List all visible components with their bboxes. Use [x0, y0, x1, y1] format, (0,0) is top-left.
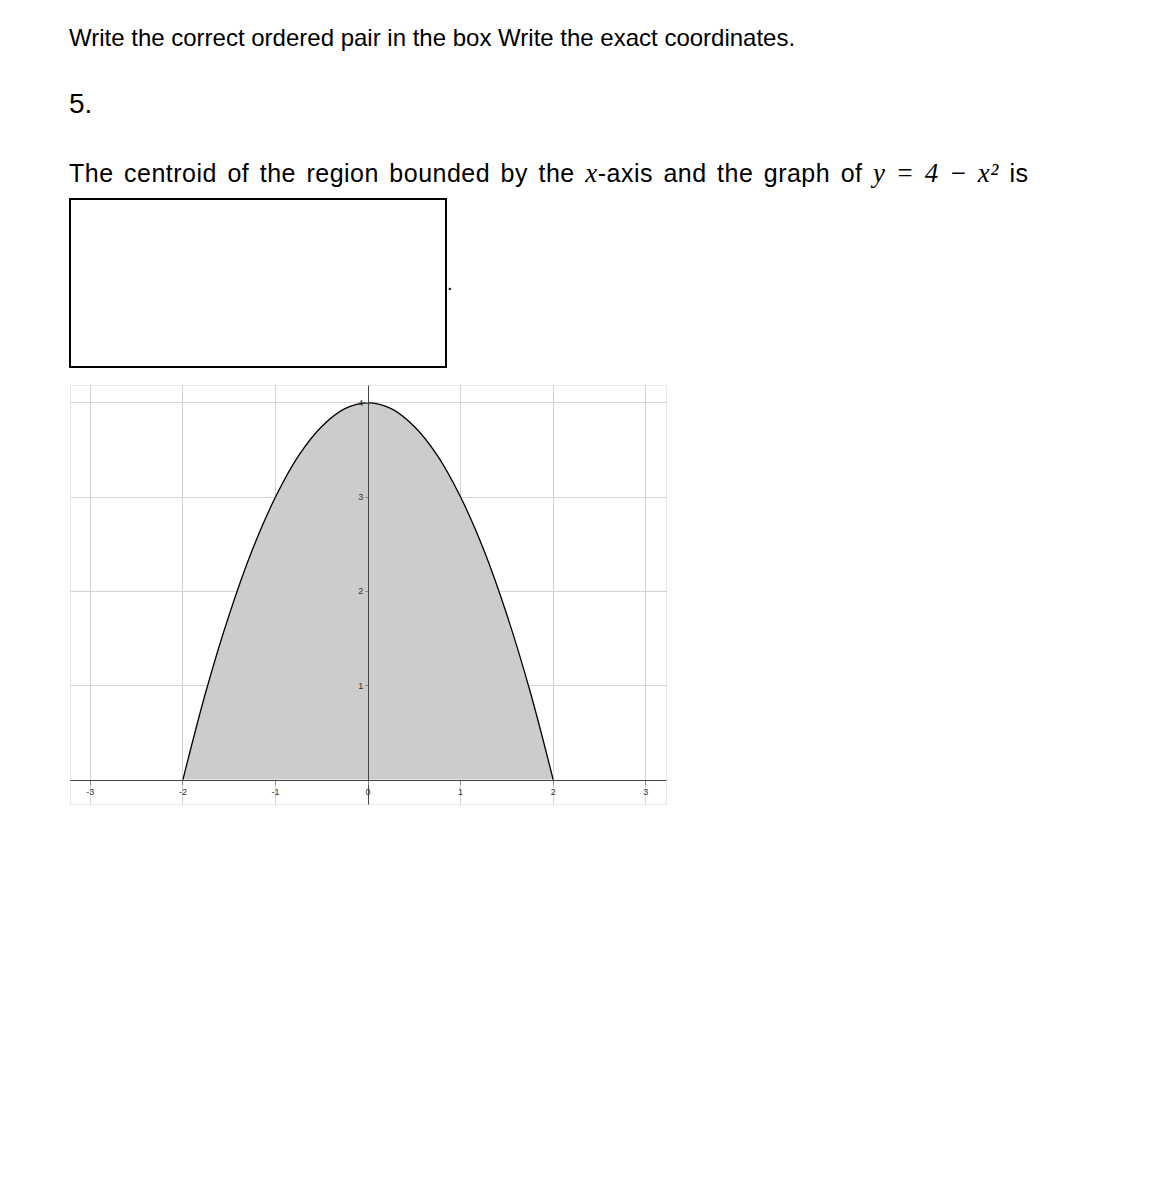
svg-text:-1: -1: [271, 787, 279, 797]
svg-text:2: 2: [551, 787, 556, 797]
svg-text:4: 4: [358, 398, 363, 408]
svg-text:3: 3: [358, 492, 363, 502]
svg-text:1: 1: [458, 787, 463, 797]
html-text:The centroid of the region bou: The centroid of the region bounded by th…: [69, 158, 1029, 188]
svg-text:0: 0: [366, 787, 371, 797]
svg-text:-2: -2: [179, 787, 187, 797]
svg-text:1: 1: [358, 681, 363, 691]
svg-text:2: 2: [358, 586, 363, 596]
html-text:5.: 5.: [69, 88, 93, 119]
svg-text:-3: -3: [86, 787, 94, 797]
html-text:Write the correct ordered pair: Write the correct ordered pair in the bo…: [69, 24, 796, 51]
svg-text:3: 3: [643, 787, 648, 797]
